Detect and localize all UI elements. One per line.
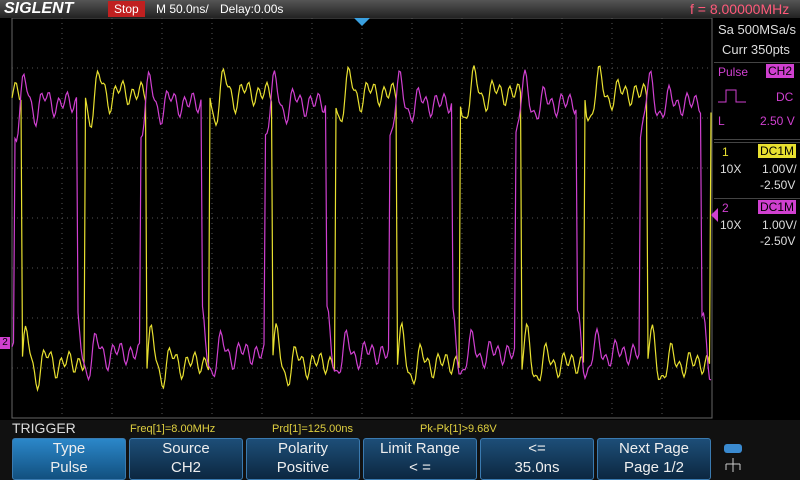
points: Curr 350pts bbox=[722, 42, 790, 57]
softkey-value: < = bbox=[409, 459, 431, 476]
ch2-marker: 2 bbox=[0, 337, 10, 349]
softkey[interactable]: <= 35.0ns bbox=[480, 438, 594, 480]
top-bar bbox=[0, 0, 800, 18]
channel-box bbox=[714, 142, 800, 195]
softkey-label: Limit Range bbox=[379, 440, 461, 457]
channel-box bbox=[714, 198, 800, 251]
brand: SIGLENT bbox=[4, 0, 74, 17]
trigger-panel bbox=[714, 62, 800, 140]
softkey-value: 35.0ns bbox=[514, 459, 560, 476]
trigger-coupling: DC bbox=[776, 90, 794, 104]
level-label: L bbox=[718, 114, 725, 128]
channel-number: 2 bbox=[722, 201, 729, 215]
channel-probe: 10X bbox=[720, 218, 742, 232]
softkey-label: <= bbox=[528, 440, 546, 457]
softkey-value: Page 1/2 bbox=[623, 459, 685, 476]
softkey[interactable]: Polarity Positive bbox=[246, 438, 360, 480]
channel-scale: 1.00V/ bbox=[762, 218, 797, 232]
channel-offset: -2.50V bbox=[760, 178, 796, 192]
measurement: Pk-Pk[1]>9.68V bbox=[420, 423, 497, 435]
delay: Delay:0.00s bbox=[220, 2, 284, 16]
softkey-value: CH2 bbox=[170, 459, 201, 476]
softkey-label: Source bbox=[162, 440, 210, 457]
channel-coupling: DC1M bbox=[758, 200, 797, 214]
sample-rate: Sa 500MSa/s bbox=[718, 22, 797, 37]
channel-number: 1 bbox=[722, 145, 729, 159]
trigger-marker bbox=[704, 208, 718, 222]
waveform bbox=[11, 69, 712, 382]
channel-scale: 1.00V/ bbox=[762, 162, 797, 176]
softkey[interactable]: Source CH2 bbox=[129, 438, 243, 480]
menu-title: TRIGGER bbox=[12, 420, 76, 436]
softkey[interactable]: Type Pulse bbox=[12, 438, 126, 480]
channel-coupling: DC1M bbox=[758, 144, 797, 158]
softkey-label: Next Page bbox=[618, 440, 690, 457]
trigger-source: CH2 bbox=[766, 64, 795, 78]
trigger-type: Pulse bbox=[718, 65, 749, 79]
softkey-label: Type bbox=[52, 440, 86, 457]
softkey[interactable]: Limit Range < = bbox=[363, 438, 477, 480]
channel-probe: 10X bbox=[720, 162, 742, 176]
waveform-area bbox=[11, 18, 713, 419]
softkey-label: Polarity bbox=[277, 440, 329, 457]
run-status: Stop bbox=[108, 1, 145, 17]
measurement: Freq[1]=8.00MHz bbox=[130, 423, 216, 435]
timebase: M 50.0ns/ bbox=[156, 2, 209, 16]
frequency: f = 8.00000MHz bbox=[690, 1, 790, 17]
softkey-value: Positive bbox=[276, 459, 330, 476]
measurement: Prd[1]=125.00ns bbox=[272, 423, 354, 435]
delay-marker bbox=[354, 18, 370, 34]
usb-icons bbox=[724, 444, 742, 472]
channel-offset: -2.50V bbox=[760, 234, 796, 248]
softkey-value: Pulse bbox=[50, 459, 88, 476]
pulse-icon bbox=[718, 89, 746, 103]
softkey[interactable]: Next Page Page 1/2 bbox=[597, 438, 711, 480]
waveform bbox=[11, 65, 712, 393]
trigger-level: 2.50 V bbox=[760, 114, 795, 128]
